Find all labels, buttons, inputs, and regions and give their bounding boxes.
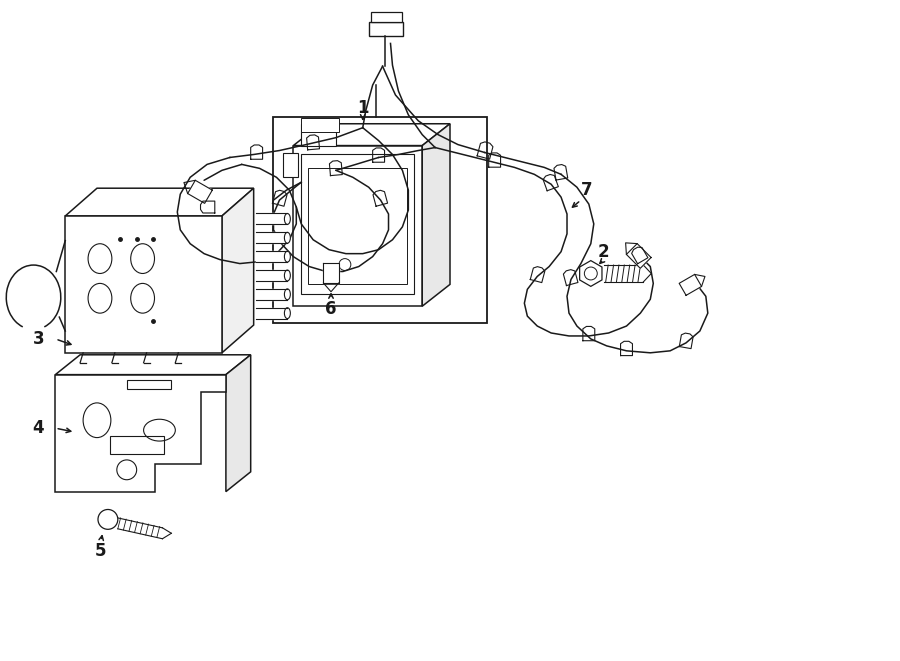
Text: 1: 1 bbox=[357, 99, 368, 117]
Polygon shape bbox=[256, 214, 287, 224]
Ellipse shape bbox=[284, 289, 291, 299]
Text: 3: 3 bbox=[32, 330, 44, 348]
Bar bbox=[66, 216, 222, 353]
Bar bbox=[293, 145, 422, 306]
Bar bbox=[110, 436, 165, 454]
Ellipse shape bbox=[284, 251, 291, 262]
Ellipse shape bbox=[284, 307, 291, 319]
Bar bbox=[302, 118, 339, 132]
Polygon shape bbox=[55, 375, 226, 492]
Polygon shape bbox=[626, 244, 651, 268]
Polygon shape bbox=[293, 124, 450, 145]
Polygon shape bbox=[222, 188, 254, 353]
Polygon shape bbox=[226, 355, 251, 492]
Polygon shape bbox=[55, 355, 251, 375]
Bar bbox=[127, 379, 171, 389]
Polygon shape bbox=[256, 307, 287, 319]
Polygon shape bbox=[422, 124, 450, 306]
Bar bbox=[302, 124, 336, 145]
Polygon shape bbox=[580, 260, 602, 286]
Bar bbox=[369, 22, 403, 36]
Polygon shape bbox=[256, 251, 287, 262]
Ellipse shape bbox=[284, 270, 291, 281]
Circle shape bbox=[98, 510, 118, 529]
Text: 4: 4 bbox=[32, 419, 44, 437]
Bar bbox=[274, 117, 487, 323]
Polygon shape bbox=[256, 289, 287, 299]
Polygon shape bbox=[256, 270, 287, 281]
Polygon shape bbox=[680, 274, 702, 295]
Text: 6: 6 bbox=[325, 300, 337, 318]
Bar bbox=[308, 169, 408, 284]
Bar bbox=[302, 153, 414, 294]
Polygon shape bbox=[188, 180, 212, 204]
Text: 7: 7 bbox=[581, 181, 593, 199]
Polygon shape bbox=[323, 263, 338, 283]
Bar bbox=[371, 12, 402, 22]
Text: 5: 5 bbox=[95, 542, 107, 560]
Polygon shape bbox=[66, 188, 254, 216]
Polygon shape bbox=[256, 232, 287, 243]
Bar bbox=[284, 153, 298, 177]
Text: 2: 2 bbox=[598, 243, 609, 260]
Ellipse shape bbox=[284, 232, 291, 243]
Ellipse shape bbox=[284, 214, 291, 224]
